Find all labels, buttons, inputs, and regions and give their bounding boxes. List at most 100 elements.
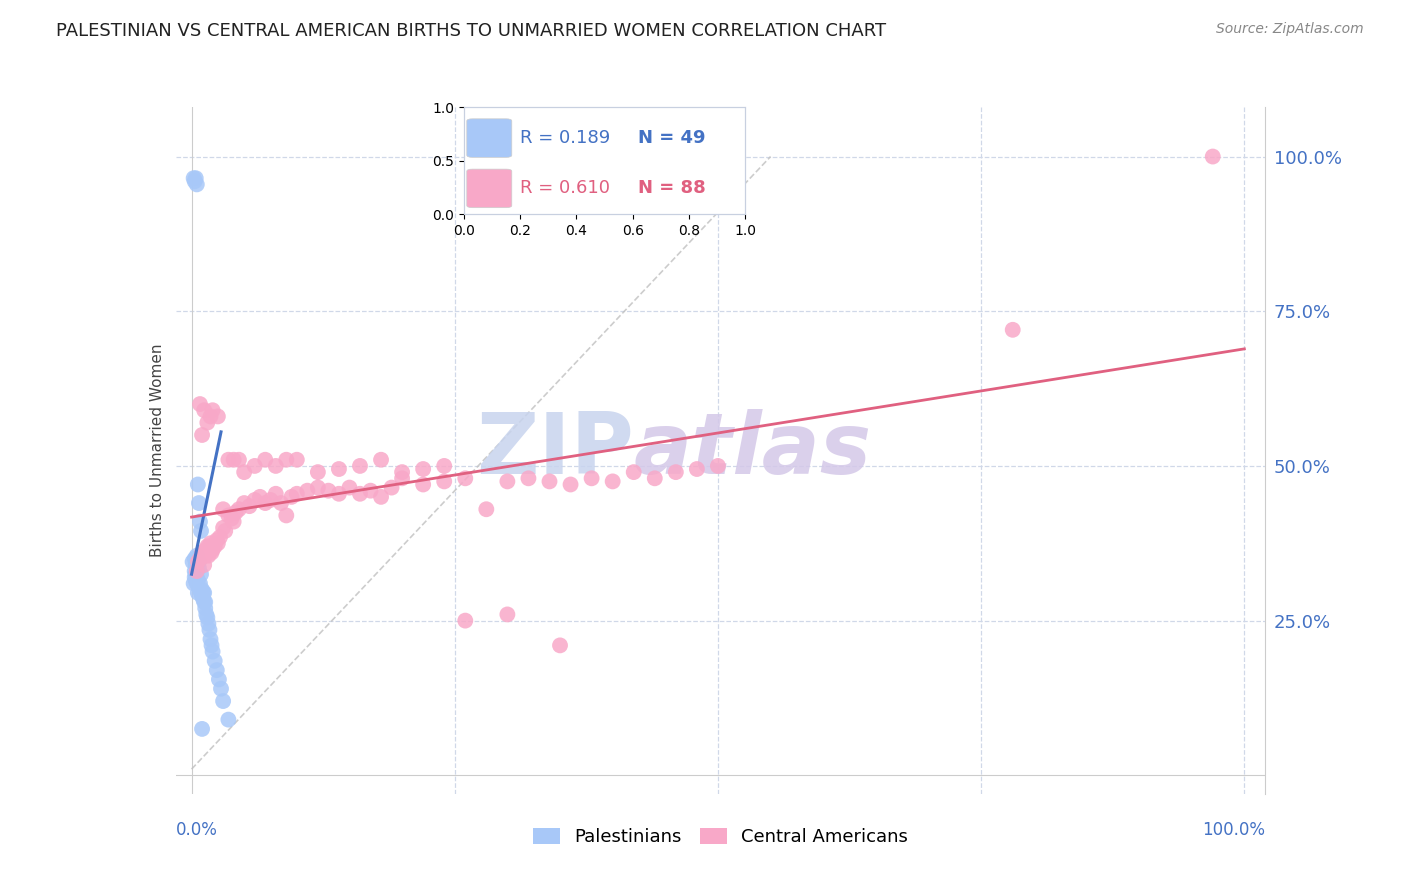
Point	[560, 477, 582, 491]
Point	[318, 483, 340, 498]
Point	[349, 487, 371, 501]
Point	[186, 564, 208, 578]
Text: Source: ZipAtlas.com: Source: ZipAtlas.com	[1216, 22, 1364, 37]
Point	[186, 549, 208, 563]
Point	[188, 582, 211, 597]
Point	[665, 465, 688, 479]
Point	[204, 654, 226, 668]
Point	[194, 549, 217, 563]
Point	[412, 477, 434, 491]
Point	[285, 452, 308, 467]
Point	[183, 576, 205, 591]
Point	[222, 452, 245, 467]
Point	[191, 428, 214, 442]
Point	[238, 499, 260, 513]
Point	[602, 475, 624, 489]
Point	[201, 542, 224, 557]
Point	[208, 673, 231, 687]
Point	[259, 492, 281, 507]
Point	[496, 475, 519, 489]
Point	[517, 471, 540, 485]
Point	[212, 521, 235, 535]
Point	[183, 564, 205, 578]
Point	[475, 502, 498, 516]
Point	[187, 561, 209, 575]
Point	[190, 586, 212, 600]
Point	[285, 487, 308, 501]
Point	[187, 477, 209, 491]
Point	[212, 694, 235, 708]
Point	[644, 471, 666, 485]
Point	[188, 576, 211, 591]
FancyBboxPatch shape	[467, 169, 512, 208]
Point	[183, 551, 205, 566]
Point	[198, 623, 221, 637]
Point	[201, 644, 224, 658]
Point	[1202, 149, 1225, 163]
Point	[307, 481, 329, 495]
Point	[191, 545, 214, 559]
Point	[184, 558, 207, 572]
Point	[187, 555, 209, 569]
Point	[209, 681, 232, 696]
Point	[198, 540, 221, 554]
Point	[339, 481, 361, 495]
Point	[193, 403, 215, 417]
Point	[1001, 323, 1024, 337]
Point	[195, 416, 218, 430]
Point	[686, 462, 709, 476]
Point	[412, 462, 434, 476]
Point	[221, 511, 243, 525]
Point	[222, 515, 245, 529]
Point	[191, 586, 214, 600]
Point	[183, 174, 205, 188]
Point	[433, 475, 456, 489]
Point	[195, 540, 218, 554]
Point	[233, 465, 256, 479]
Point	[205, 663, 228, 677]
Point	[264, 458, 287, 473]
Point	[243, 458, 266, 473]
Point	[188, 515, 211, 529]
Point	[349, 458, 371, 473]
Point	[328, 487, 350, 501]
Point	[183, 171, 205, 186]
Point	[207, 409, 229, 424]
Point	[200, 409, 222, 424]
Point	[391, 465, 413, 479]
FancyBboxPatch shape	[467, 119, 512, 157]
Point	[254, 496, 277, 510]
Point	[548, 639, 571, 653]
Point	[188, 551, 211, 566]
Y-axis label: Births to Unmarried Women: Births to Unmarried Women	[149, 343, 165, 558]
Point	[217, 713, 239, 727]
Point	[200, 639, 222, 653]
Point	[307, 465, 329, 479]
Point	[454, 471, 477, 485]
Text: N = 88: N = 88	[638, 179, 706, 197]
Point	[217, 452, 239, 467]
Point	[201, 403, 224, 417]
Point	[191, 591, 214, 606]
Text: 100.0%: 100.0%	[1202, 822, 1265, 839]
Point	[194, 595, 217, 609]
Text: PALESTINIAN VS CENTRAL AMERICAN BIRTHS TO UNMARRIED WOMEN CORRELATION CHART: PALESTINIAN VS CENTRAL AMERICAN BIRTHS T…	[56, 22, 886, 40]
Point	[391, 471, 413, 485]
Point	[197, 616, 219, 631]
Point	[297, 483, 319, 498]
Point	[193, 558, 215, 572]
Point	[433, 458, 456, 473]
Point	[381, 481, 404, 495]
Point	[194, 601, 217, 615]
Point	[195, 542, 218, 557]
Text: atlas: atlas	[633, 409, 872, 492]
Point	[190, 524, 212, 538]
Point	[193, 595, 215, 609]
Point	[205, 533, 228, 548]
Point	[190, 567, 212, 582]
Point	[184, 171, 207, 186]
Point	[280, 490, 302, 504]
Point	[204, 540, 226, 554]
Text: R = 0.189: R = 0.189	[520, 129, 610, 147]
Point	[496, 607, 519, 622]
